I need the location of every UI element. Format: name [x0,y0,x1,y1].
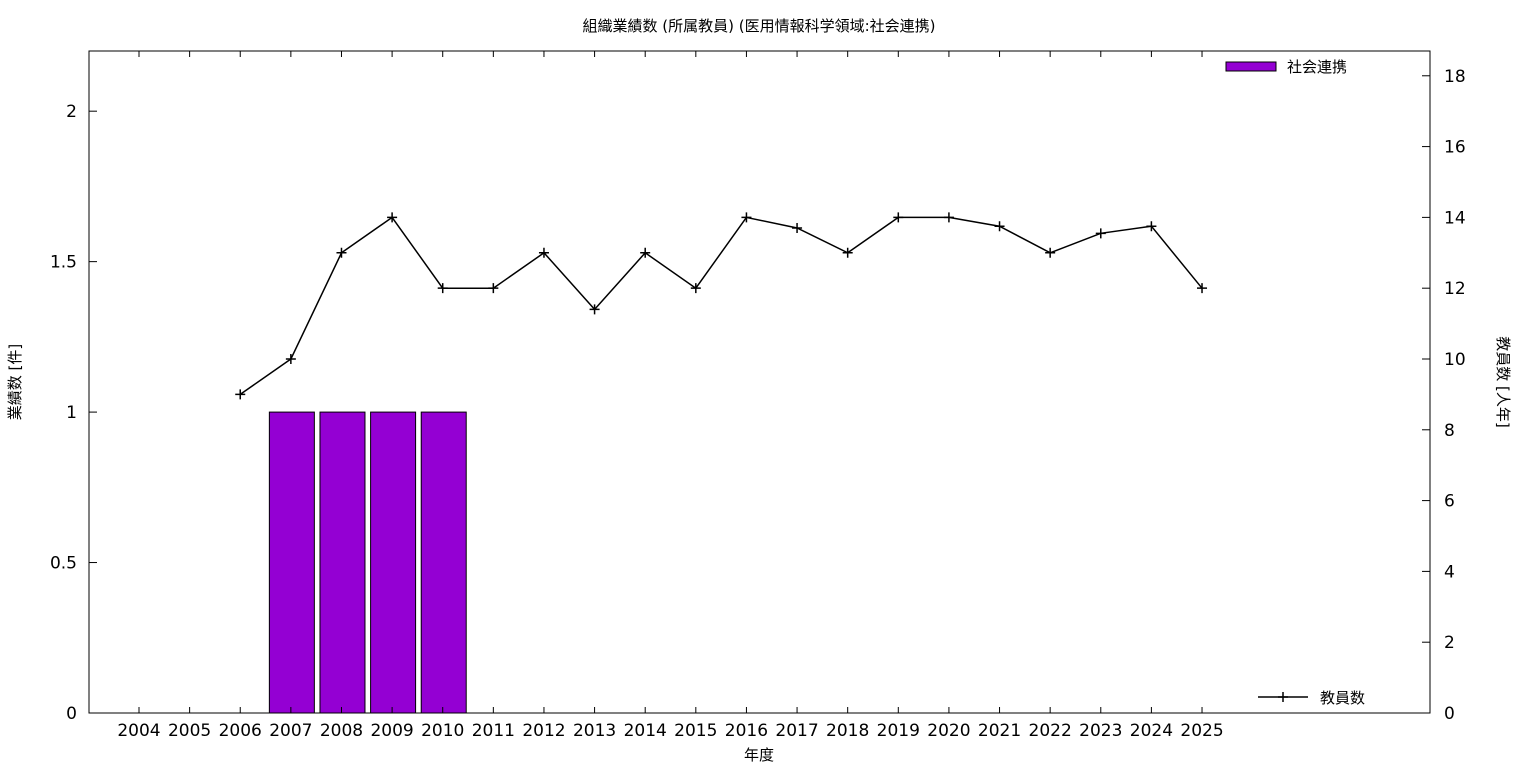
line-point-2016 [741,212,752,223]
x-tick-label: 2022 [1029,721,1072,741]
y-axis-label: 業績数 [件] [6,344,24,420]
line-point-2020 [943,212,954,223]
x-tick-label: 2008 [320,721,363,741]
legend: 社会連携 教員数 [1225,58,1365,707]
y2-tick-label: 10 [1444,350,1466,370]
x-tick-label: 2015 [674,721,717,741]
line-point-2014 [640,247,651,258]
line-point-2017 [792,223,803,234]
line-point-2022 [1045,247,1056,258]
y-tick-label: 0 [66,704,77,724]
line-point-2008 [336,247,347,258]
chart-title: 組織業績数 (所属教員) (医用情報科学領域:社会連携) [582,17,935,35]
x-tick-label: 2023 [1079,721,1122,741]
x-tick-label: 2018 [826,721,869,741]
y-tick-label: 1.5 [50,253,77,273]
y2-tick-label: 2 [1444,633,1455,653]
x-tick-label: 2025 [1180,721,1223,741]
line-point-2018 [842,247,853,258]
legend-swatch-marker [1278,692,1288,702]
x-tick-label: 2012 [522,721,565,741]
x-tick-label: 2014 [624,721,667,741]
line-point-2006 [235,389,246,400]
y2-tick-label: 12 [1444,279,1466,299]
line-point-2012 [538,247,549,258]
y2-tick-label: 8 [1444,421,1455,441]
x-tick-label: 2005 [168,721,211,741]
x-tick-label: 2016 [725,721,768,741]
x-axis: 2004 2005 2006 2007 2008 2009 2010 2011 2012 2013… [117,51,1224,741]
bar-group [268,411,467,714]
line-point-2019 [893,212,904,223]
x-tick-label: 2006 [219,721,262,741]
bar-2007 [268,411,315,714]
line-point-2024 [1146,221,1157,232]
bar-2008 [319,411,366,714]
x-tick-label: 2020 [927,721,970,741]
line-point-2009 [387,212,398,223]
bar-2009 [370,411,417,714]
line-point-2025 [1197,283,1208,294]
y2-tick-label: 6 [1444,492,1455,512]
plot-area-frame [88,50,1431,714]
y2-tick-label: 14 [1444,208,1466,228]
x-tick-label: 2004 [117,721,160,741]
x-tick-label: 2024 [1130,721,1173,741]
bar-2010 [420,411,467,714]
series-line [239,216,1203,396]
y-tick-label: 1 [66,403,77,423]
legend-swatch-bar [1225,61,1277,72]
x-axis-label: 年度 [744,746,774,764]
line-point-2013 [589,304,600,315]
line-point-2007 [285,353,296,364]
y-axis-right: 0 2 4 6 8 10 12 14 16 18 [1422,67,1466,724]
x-tick-label: 2021 [978,721,1021,741]
y2-tick-label: 0 [1444,704,1455,724]
line-point-2011 [488,283,499,294]
x-tick-label: 2011 [472,721,515,741]
y-axis-left: 0 0.5 1 1.5 2 [50,102,97,724]
line-group [235,212,1208,400]
y2-tick-label: 4 [1444,562,1455,582]
x-tick-label: 2013 [573,721,616,741]
y-tick-label: 2 [66,102,77,122]
x-tick-label: 2007 [269,721,312,741]
legend-label-line: 教員数 [1320,689,1365,707]
legend-label-bar: 社会連携 [1287,58,1347,76]
x-tick-label: 2017 [775,721,818,741]
line-point-2015 [690,283,701,294]
x-tick-label: 2009 [370,721,413,741]
x-tick-label: 2019 [877,721,920,741]
y-tick-label: 0.5 [50,554,77,574]
line-point-2021 [994,221,1005,232]
y2-axis-label: 教員数 [人年] [1494,336,1512,427]
x-tick-label: 2010 [421,721,464,741]
y2-tick-label: 16 [1444,138,1466,158]
line-point-2023 [1095,228,1106,239]
y2-tick-label: 18 [1444,67,1466,87]
line-point-2010 [437,283,448,294]
